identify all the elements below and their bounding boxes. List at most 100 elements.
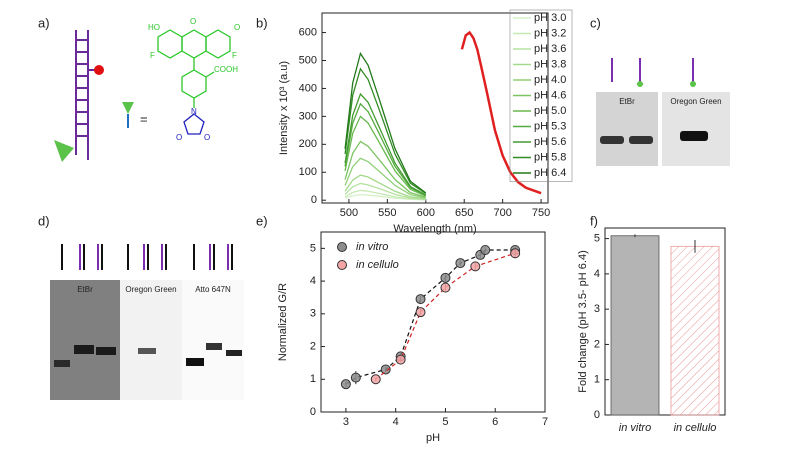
x-tick-label: 4 [393,416,399,428]
y-tick-label: 1 [594,374,600,386]
atom-label: O [234,23,240,32]
legend-box [509,9,573,182]
panel-label: b) [256,15,268,30]
gel-label: Oregon Green [670,97,721,106]
equals: = [140,111,148,126]
spectrum-line [344,102,427,197]
dye-triangle [54,140,74,162]
spectrum-line [344,140,426,198]
legend-swatch [337,242,347,252]
atom-label: O [204,133,210,142]
atom-label: O [176,133,182,142]
x-axis-label: Wavelength (nm) [393,223,476,235]
x-tick-label: 750 [532,207,550,219]
spectrum-line [344,115,427,197]
gel-label: EtBr [77,285,93,294]
data-point [340,379,351,390]
dye-dot [637,81,643,87]
plot-frame [604,227,726,416]
x-tick-label: 650 [455,207,473,219]
x-tick-label: 3 [343,416,349,428]
data-point [440,272,451,283]
gel-band [138,348,156,354]
legend-label: pH 3.0 [534,12,566,24]
x-tick-label: 700 [493,207,511,219]
gel-label: Atto 647N [195,285,231,294]
data-point [480,245,491,255]
y-tick-label: 100 [299,166,317,178]
legend-label: pH 4.6 [534,89,566,101]
gel [182,280,244,400]
legend-label: pH 5.6 [534,136,566,148]
y-tick-label: 0 [594,409,600,421]
spectrum-line [344,193,426,201]
gel-band [629,136,653,144]
spectrum-line [344,174,426,200]
gel-band [600,136,624,144]
spectrum-line [460,30,542,195]
atom-label: F [232,51,237,60]
panel-label: c) [590,15,601,30]
strand-icons [61,244,233,270]
gel-label: Oregon Green [125,285,176,294]
atom-label: F [150,51,155,60]
legend-label: pH 3.8 [534,58,566,70]
spectrum-line [344,189,426,201]
data-point [455,258,466,269]
y-tick-label: 300 [299,110,317,122]
panel-label: f) [590,213,598,228]
strand-icons [611,58,694,82]
panel-label: e) [256,213,268,228]
x-tick-label: 600 [417,207,435,219]
legend-label: pH 3.2 [534,27,566,39]
y-tick-label: 400 [299,82,317,94]
data-point [415,294,426,305]
plot-frame [320,231,546,413]
legend-label: pH 4.0 [534,74,566,86]
atom-label: N [191,107,197,116]
data-point [470,261,481,272]
x-tick-label: 6 [492,416,498,428]
gel [50,280,120,400]
data-point [395,354,406,365]
spectrum-line [344,51,427,194]
bar [610,235,660,416]
gel-band [96,347,116,355]
y-tick-label: 2 [310,340,316,352]
plot-frame [321,12,549,204]
y-tick-label: 5 [310,242,316,254]
spectrum-line [344,157,426,199]
gel-label: EtBr [619,97,635,106]
y-tick-label: 4 [310,275,316,287]
gel [662,92,730,166]
gel-band [680,131,708,141]
spectrum-line [344,92,427,196]
x-tick-label: 5 [442,416,448,428]
quencher-dot [94,65,104,75]
y-axis-label: Normalized G/R [277,283,289,361]
x-tick-label: 7 [542,416,548,428]
data-point [380,364,391,375]
data-point [415,307,426,318]
legend-label: pH 5.3 [534,120,566,132]
x-tick-label: 550 [378,207,396,219]
legend-swatch [337,260,347,270]
gel [596,92,658,166]
data-point [350,372,361,383]
x-axis-label: pH [426,432,440,444]
legend-label: pH 6.4 [534,167,566,179]
legend-label: pH 3.6 [534,43,566,55]
data-point [440,282,451,293]
y-tick-label: 3 [594,303,600,315]
y-tick-label: 5 [594,232,600,244]
atom-label: COOH [214,65,238,74]
y-tick-label: 1 [310,373,316,385]
y-tick-label: 200 [299,138,317,150]
panel-label: a) [38,15,50,30]
y-tick-label: 600 [299,26,317,38]
maleimide [183,113,205,135]
gel-band [206,343,222,350]
legend-label: in cellulo [356,259,399,271]
atom-label: HO [148,23,160,32]
